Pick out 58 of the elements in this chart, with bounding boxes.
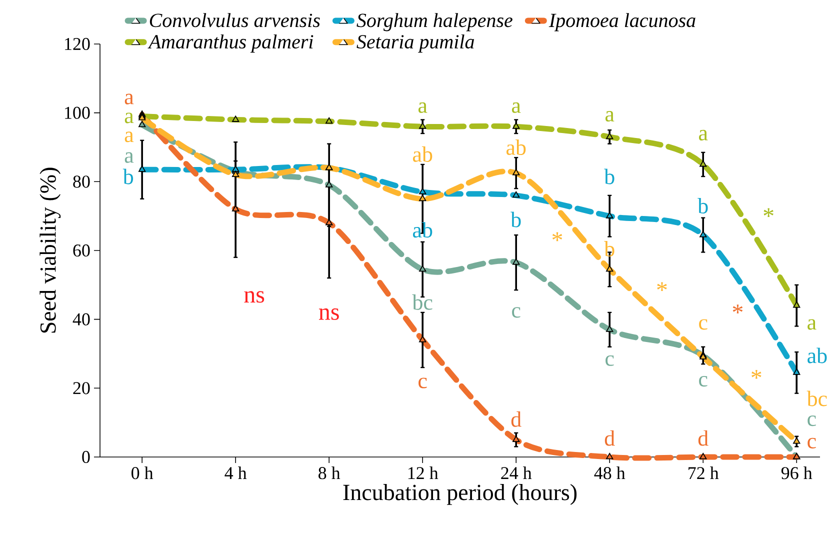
data-label: b bbox=[698, 198, 708, 214]
data-label: d bbox=[511, 411, 522, 427]
data-label: c bbox=[418, 378, 427, 388]
y-tick-label: 60 bbox=[73, 244, 90, 257]
y-tick-label: 0 bbox=[82, 450, 90, 464]
legend-label: Convolvulus arvensis bbox=[150, 13, 320, 28]
annotation: ns bbox=[318, 308, 339, 320]
annotation: ns bbox=[244, 291, 264, 303]
data-label: ab bbox=[412, 146, 432, 162]
data-label: b bbox=[510, 212, 521, 228]
data-label: a bbox=[605, 111, 614, 122]
data-label: a bbox=[124, 132, 134, 142]
data-label: c bbox=[699, 376, 708, 387]
data-label: d bbox=[604, 430, 615, 446]
x-tick-label: 96 h bbox=[781, 466, 812, 480]
data-label: a bbox=[808, 319, 816, 330]
data-label: a bbox=[124, 152, 134, 163]
data-label: a bbox=[512, 102, 521, 113]
data-label: a bbox=[124, 94, 134, 104]
data-label: c bbox=[699, 319, 708, 330]
y-tick-label: 80 bbox=[73, 176, 90, 188]
x-tick-label: 12 h bbox=[408, 466, 438, 480]
data-label: c bbox=[808, 438, 816, 449]
legend-label: Ipomoea lacunosa bbox=[548, 13, 696, 32]
data-label: ab bbox=[808, 348, 827, 364]
x-tick-label: 48 h bbox=[594, 466, 626, 480]
annotation: * bbox=[657, 282, 667, 292]
data-label: c bbox=[512, 307, 520, 318]
data-label: d bbox=[698, 430, 708, 446]
y-tick-label: 100 bbox=[65, 106, 90, 119]
data-label: a bbox=[418, 102, 428, 113]
data-label: b bbox=[122, 168, 134, 184]
annotation: * bbox=[552, 232, 562, 242]
x-tick-label: 24 h bbox=[501, 466, 532, 480]
x-tick-label: 72 h bbox=[688, 466, 719, 480]
data-label: c bbox=[808, 416, 816, 426]
y-tick-label: 40 bbox=[72, 313, 90, 326]
data-label: ab bbox=[506, 140, 526, 155]
x-tick-label: 0 h bbox=[132, 466, 154, 480]
data-label: c bbox=[606, 355, 614, 366]
x-tick-label: 8 h bbox=[318, 466, 340, 480]
data-label: a bbox=[124, 112, 134, 124]
y-axis-title: Seed viability (%) bbox=[40, 168, 61, 333]
legend-label: Setaria pumila bbox=[356, 34, 474, 53]
annotation: * bbox=[732, 304, 743, 314]
annotation: * bbox=[764, 208, 774, 218]
x-axis-title: Incubation period (hours) bbox=[343, 484, 577, 505]
y-tick-label: 20 bbox=[73, 382, 90, 394]
data-label: b bbox=[604, 241, 614, 257]
legend-label: Sorghum halepense bbox=[356, 13, 512, 32]
y-tick-label: 120 bbox=[65, 38, 90, 50]
annotation: * bbox=[752, 370, 762, 379]
data-label: b bbox=[604, 168, 614, 184]
data-label: bc bbox=[806, 390, 827, 406]
data-label: a bbox=[699, 130, 708, 140]
x-tick-label: 4 h bbox=[224, 466, 247, 480]
data-label: bc bbox=[412, 294, 432, 310]
legend-label: Amaranthus palmeri bbox=[148, 34, 314, 53]
